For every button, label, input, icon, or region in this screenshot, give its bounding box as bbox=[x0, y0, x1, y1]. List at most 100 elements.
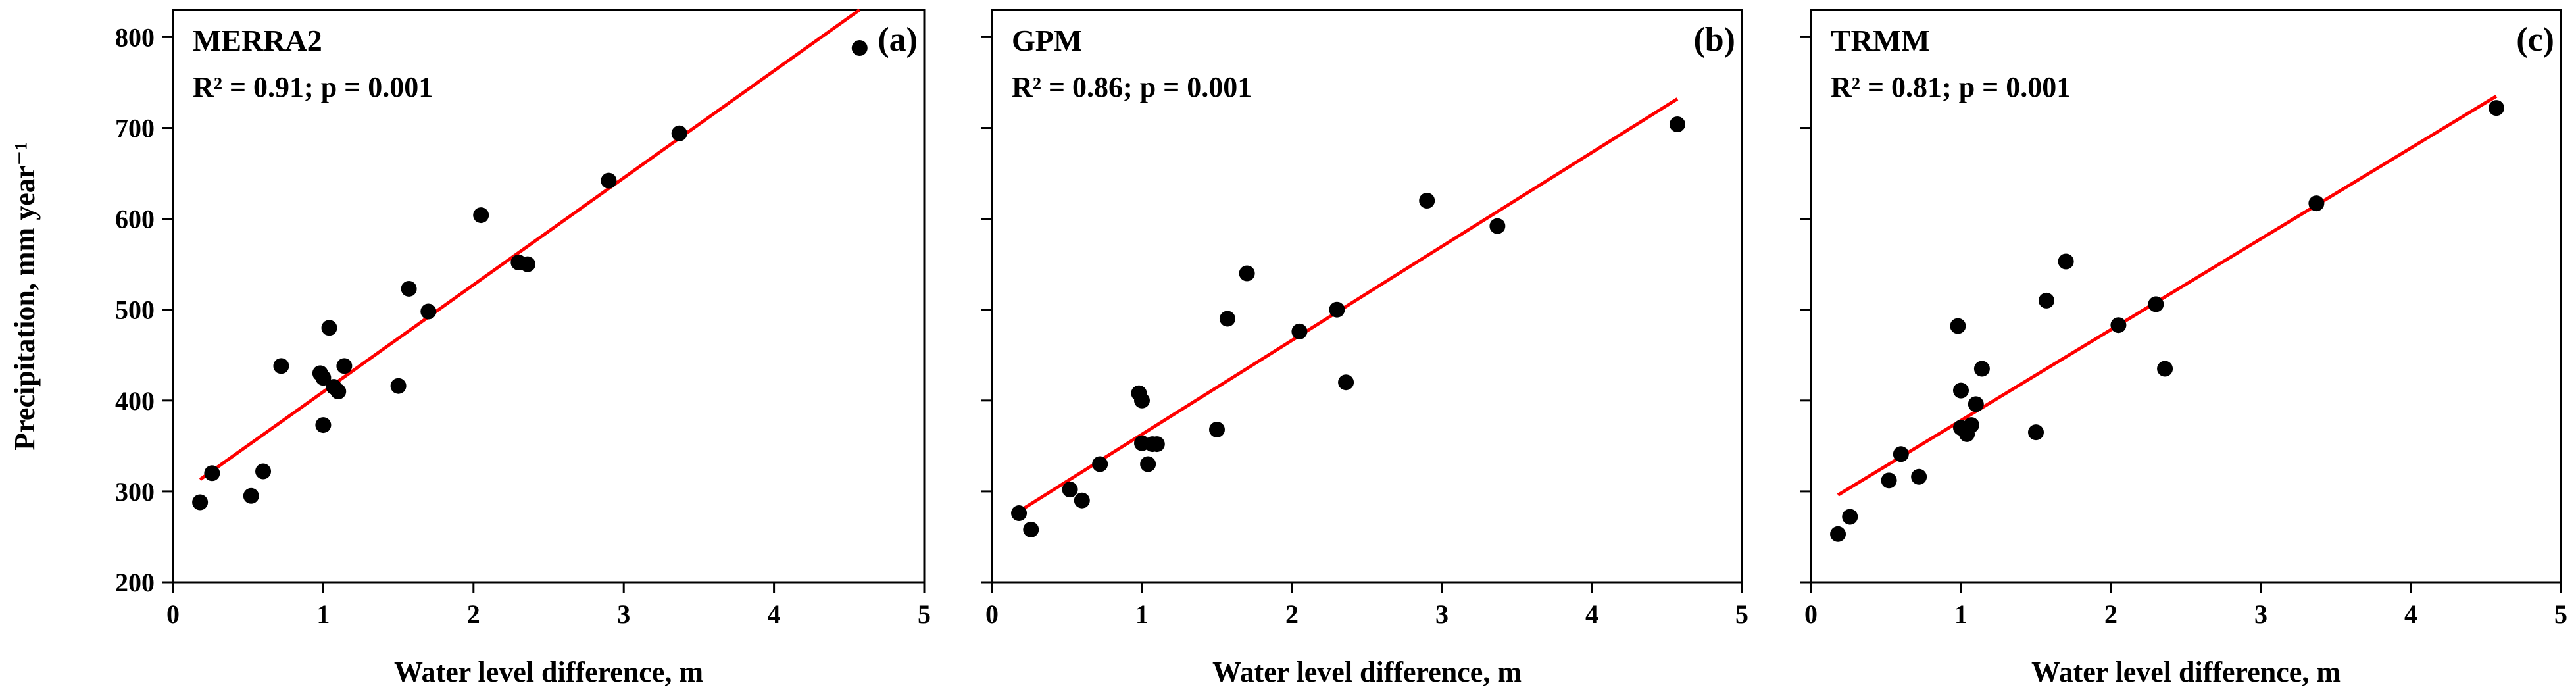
y-tick-label: 200 bbox=[115, 568, 155, 597]
data-point bbox=[1489, 218, 1506, 234]
series-name-label: MERRA2 bbox=[193, 24, 322, 57]
panel-letter-label: (c) bbox=[2516, 21, 2554, 59]
panel-letter-label: (b) bbox=[1693, 21, 1735, 59]
data-point bbox=[2157, 361, 2173, 377]
x-tick-label: 2 bbox=[467, 599, 480, 629]
panel-3: 0 1 2 3 4 5 Water level difference, m TRMM R² = … bbox=[1800, 9, 2567, 688]
panel-2: 0 1 2 3 4 5 Water level difference, m GPM R² = 0… bbox=[981, 9, 1748, 688]
data-point bbox=[1338, 374, 1354, 391]
data-point bbox=[1963, 417, 1979, 434]
x-tick-label: 1 bbox=[1135, 599, 1149, 629]
data-point bbox=[520, 256, 536, 272]
x-tick-label: 0 bbox=[1804, 599, 1818, 629]
x-axis-title: Water level difference, m bbox=[2031, 656, 2341, 688]
data-point bbox=[1219, 311, 1235, 327]
data-point bbox=[2308, 195, 2325, 212]
data-point bbox=[330, 384, 347, 399]
data-point bbox=[1062, 482, 1078, 498]
data-point bbox=[321, 320, 337, 336]
r2-p-annotation: R² = 0.91; p = 0.001 bbox=[193, 71, 433, 103]
data-point bbox=[273, 358, 289, 374]
data-point bbox=[1023, 521, 1039, 537]
data-point bbox=[420, 303, 437, 320]
data-point bbox=[1830, 526, 1846, 542]
data-point bbox=[315, 417, 332, 434]
y-tick-label: 300 bbox=[115, 477, 155, 507]
data-point bbox=[1140, 456, 1156, 472]
data-point bbox=[401, 280, 417, 297]
data-point bbox=[1209, 422, 1225, 437]
data-point bbox=[1329, 301, 1345, 318]
x-tick-label: 3 bbox=[2254, 599, 2267, 629]
r2-p-annotation: R² = 0.81; p = 0.001 bbox=[1831, 71, 2071, 103]
x-tick-label: 4 bbox=[2404, 599, 2417, 629]
x-tick-label: 5 bbox=[2554, 599, 2567, 629]
data-point bbox=[255, 463, 272, 480]
data-point bbox=[390, 378, 407, 394]
y-tick-label: 700 bbox=[115, 114, 155, 143]
data-point bbox=[1134, 392, 1150, 409]
data-point bbox=[204, 465, 220, 482]
data-point bbox=[1669, 116, 1685, 132]
data-point bbox=[1968, 396, 1984, 412]
panel-1: 0 1 2 3 4 5 200 300 400 500 600 700 800 Water level d… bbox=[9, 8, 931, 688]
data-point bbox=[1239, 265, 1255, 282]
data-point bbox=[601, 172, 617, 189]
x-tick-label: 3 bbox=[1435, 599, 1449, 629]
x-tick-label: 1 bbox=[1954, 599, 1968, 629]
y-tick-label: 600 bbox=[115, 205, 155, 234]
y-axis-title: Precipitation, mm year⁻¹ bbox=[9, 141, 41, 450]
x-tick-label: 5 bbox=[1735, 599, 1748, 629]
data-point bbox=[2148, 296, 2164, 312]
panel-letter-label: (a) bbox=[878, 21, 918, 59]
data-point bbox=[1419, 193, 1435, 209]
plot-frame bbox=[172, 9, 926, 584]
x-axis-title: Water level difference, m bbox=[394, 656, 703, 688]
data-point bbox=[671, 125, 687, 141]
data-point bbox=[1011, 505, 1028, 522]
y-tick-label: 800 bbox=[115, 22, 155, 52]
data-point bbox=[243, 487, 259, 504]
x-tick-label: 0 bbox=[985, 599, 999, 629]
y-tick-label: 400 bbox=[115, 386, 155, 416]
data-point bbox=[1092, 456, 1108, 472]
x-tick-label: 1 bbox=[316, 599, 330, 629]
data-point bbox=[1893, 446, 1909, 462]
r2-p-annotation: R² = 0.86; p = 0.001 bbox=[1012, 71, 1252, 103]
data-point bbox=[2488, 100, 2504, 116]
data-point bbox=[1950, 318, 1966, 334]
series-name-label: TRMM bbox=[1831, 24, 1930, 57]
x-tick-label: 2 bbox=[2104, 599, 2118, 629]
data-point bbox=[315, 370, 332, 386]
y-tick-label: 500 bbox=[115, 295, 155, 325]
series-name-label: GPM bbox=[1012, 24, 1082, 57]
data-point bbox=[851, 40, 868, 56]
data-point bbox=[1911, 468, 1927, 485]
data-point bbox=[1074, 492, 1090, 509]
plot-frame bbox=[991, 9, 1743, 584]
data-point bbox=[1973, 361, 1990, 377]
x-tick-label: 4 bbox=[1585, 599, 1598, 629]
x-axis-title: Water level difference, m bbox=[1212, 656, 1522, 688]
x-tick-label: 3 bbox=[617, 599, 630, 629]
data-point bbox=[2110, 317, 2127, 334]
data-point bbox=[1953, 382, 1969, 399]
x-tick-label: 5 bbox=[918, 599, 931, 629]
data-point bbox=[2028, 424, 2044, 441]
x-tick-label: 4 bbox=[768, 599, 781, 629]
data-point bbox=[336, 358, 353, 374]
data-point bbox=[1842, 509, 1858, 525]
data-point bbox=[1149, 436, 1165, 453]
regression-line bbox=[1837, 95, 2498, 497]
data-point bbox=[192, 494, 209, 511]
plot-frame bbox=[1810, 9, 2562, 584]
regression-line bbox=[199, 8, 861, 481]
x-tick-label: 0 bbox=[166, 599, 180, 629]
data-point bbox=[473, 207, 489, 224]
x-tick-label: 2 bbox=[1285, 599, 1299, 629]
data-point bbox=[2038, 292, 2054, 309]
data-point bbox=[2058, 253, 2074, 270]
data-point bbox=[1291, 323, 1308, 339]
